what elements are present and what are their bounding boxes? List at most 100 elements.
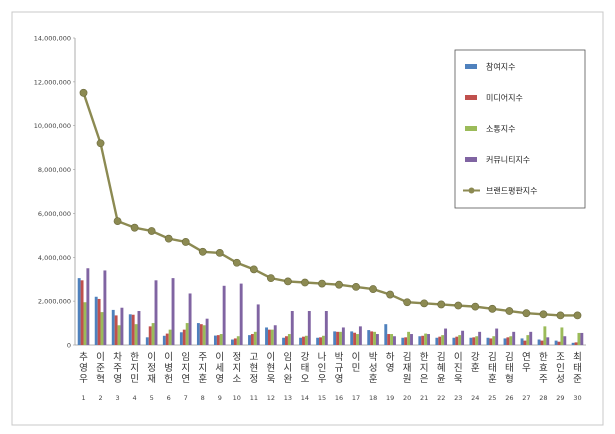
bar-소통지수-차주영	[117, 325, 121, 345]
point-강훈	[471, 302, 480, 311]
point-하영	[386, 290, 395, 299]
bar-참여지수-임시완	[282, 337, 286, 345]
bar-참여지수-한효주	[537, 339, 541, 345]
rank-label: 9	[218, 394, 222, 402]
rank-label: 4	[133, 394, 137, 402]
legend-swatch	[465, 64, 477, 69]
rank-label: 11	[250, 394, 258, 402]
rank-label: 13	[284, 394, 292, 402]
legend-marker	[468, 187, 475, 194]
bar-커뮤니티지수-차주영	[120, 307, 124, 345]
point-강태오	[301, 278, 309, 287]
bar-소통지수-이병헌	[168, 329, 172, 345]
rank-label: 23	[454, 394, 462, 402]
point-고현정	[249, 265, 258, 274]
point-김재원	[403, 298, 412, 307]
bar-커뮤니티지수-임지연	[188, 293, 192, 345]
bar-소통지수-나인우	[321, 335, 325, 345]
rank-label: 18	[369, 394, 377, 402]
bar-참여지수-한지은	[418, 336, 422, 345]
bar-커뮤니티지수-이준혁	[103, 270, 107, 345]
rank-label: 19	[386, 394, 394, 402]
bar-미디어지수-조인성	[557, 341, 561, 345]
bar-참여지수-정지소	[231, 339, 234, 345]
bar-소통지수-이정재	[151, 323, 155, 345]
legend-swatch	[465, 157, 477, 162]
point-이정재	[147, 227, 156, 235]
legend-label: 브랜드평판지수	[486, 186, 538, 196]
bar-미디어지수-한지은	[421, 335, 425, 345]
bar-참여지수-박규영	[333, 331, 337, 345]
bar-커뮤니티지수-주지훈	[205, 318, 209, 345]
y-tick-label: 2,000,000	[38, 298, 71, 306]
rank-label: 17	[352, 394, 360, 402]
bar-커뮤니티지수-최태준	[580, 332, 584, 345]
point-한지민	[130, 223, 139, 232]
rank-label: 1	[81, 394, 85, 402]
bar-소통지수-조인성	[560, 327, 564, 345]
legend-label: 커뮤니티지수	[486, 155, 530, 165]
y-tick-label: 0	[67, 342, 71, 350]
bar-미디어지수-이정재	[148, 326, 152, 345]
legend-swatch	[465, 95, 477, 100]
point-연우	[522, 309, 531, 318]
bar-소통지수-하영	[390, 334, 394, 345]
rank-label: 15	[318, 394, 326, 402]
bar-소통지수-이진욱	[458, 335, 462, 345]
bar-미디어지수-고현정	[250, 334, 254, 345]
bar-참여지수-고현정	[248, 335, 251, 345]
legend-label: 소통지수	[486, 125, 515, 134]
point-박규영	[335, 280, 343, 289]
rank-label: 30	[573, 394, 581, 402]
bar-미디어지수-이진욱	[455, 336, 459, 345]
point-김혜윤	[437, 300, 446, 309]
bar-소통지수-김재원	[407, 331, 411, 345]
rank-label: 12	[267, 394, 275, 402]
point-이진욱	[454, 301, 463, 310]
bar-참여지수-박성훈	[367, 330, 371, 345]
legend-swatch	[465, 126, 477, 131]
bar-커뮤니티지수-이정재	[154, 280, 158, 345]
bar-소통지수-이세영	[219, 334, 223, 345]
bar-미디어지수-김태훈	[489, 338, 493, 345]
bar-커뮤니티지수-이병헌	[171, 278, 175, 345]
bar-미디어지수-추영우	[80, 280, 84, 345]
bar-소통지수-한효주	[543, 326, 547, 345]
bar-미디어지수-이민	[353, 332, 357, 345]
y-tick-label: 10,000,000	[34, 122, 71, 130]
point-차주영	[113, 217, 122, 225]
rank-label: 24	[471, 394, 479, 402]
bar-미디어지수-박성훈	[370, 331, 374, 345]
rank-label: 14	[301, 394, 309, 402]
bar-참여지수-최태준	[571, 342, 575, 345]
y-tick-label: 12,000,000	[34, 78, 71, 86]
bar-참여지수-차주영	[111, 309, 115, 345]
bar-미디어지수-임시완	[285, 336, 288, 345]
bar-참여지수-이병헌	[162, 335, 166, 345]
point-이현욱	[266, 274, 275, 283]
bar-참여지수-강훈	[469, 337, 473, 345]
y-axis-ticks: 0 2,000,000 4,000,000 6,000,000 8,000,000 10,…	[34, 35, 75, 350]
bar-소통지수-추영우	[83, 302, 87, 345]
point-조인성	[556, 311, 565, 320]
bar-소통지수-김태형	[509, 336, 513, 345]
bar-미디어지수-강훈	[472, 337, 476, 345]
bar-커뮤니티지수-고현정	[256, 304, 260, 345]
bar-미디어지수-이준혁	[97, 298, 101, 345]
